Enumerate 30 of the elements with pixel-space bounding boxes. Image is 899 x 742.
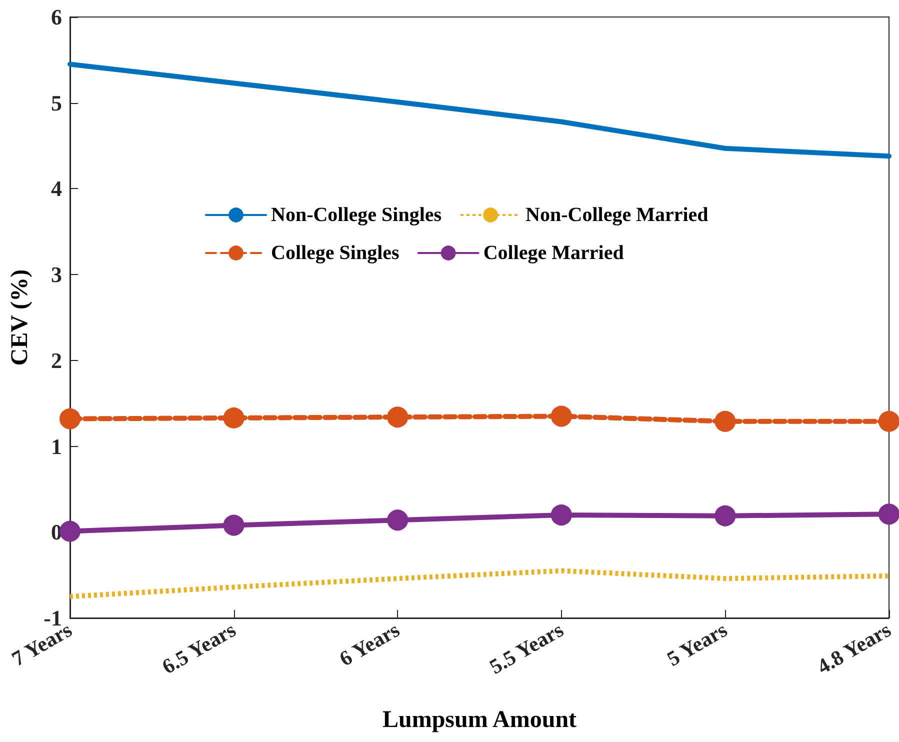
x-tick-label: 5.5 Years xyxy=(485,618,568,679)
point xyxy=(60,408,80,430)
y-tick-label: 2 xyxy=(51,348,62,373)
legend-label: College Singles xyxy=(271,242,400,264)
x-tick-label: 6 Years xyxy=(335,618,404,671)
point xyxy=(878,410,899,432)
point xyxy=(60,520,80,542)
x-tick-label: 5 Years xyxy=(662,618,732,671)
point xyxy=(550,406,572,427)
point xyxy=(714,505,736,526)
point xyxy=(878,504,899,525)
x-tick-label: 4.8 Years xyxy=(813,618,895,679)
y-axis-title: CEV (%) xyxy=(7,269,33,366)
point xyxy=(387,510,408,531)
point xyxy=(387,406,408,428)
y-tick-label: 5 xyxy=(51,90,62,116)
legend-label: Non-College Married xyxy=(526,204,708,226)
y-tick-label: 3 xyxy=(51,262,62,288)
y-tick-label: 1 xyxy=(51,434,62,459)
x-axis-title: Lumpsum Amount xyxy=(382,707,577,733)
point xyxy=(223,407,244,428)
point xyxy=(223,514,244,536)
legend-label: College Married xyxy=(483,242,624,264)
x-tick-label: 6.5 Years xyxy=(158,618,240,679)
y-tick-label: 4 xyxy=(51,176,62,202)
y-tick-label: -1 xyxy=(44,606,62,630)
y-tick-label: 6 xyxy=(51,4,62,30)
point xyxy=(550,504,572,526)
point xyxy=(714,410,736,432)
legend-label: Non-College Singles xyxy=(271,204,442,226)
